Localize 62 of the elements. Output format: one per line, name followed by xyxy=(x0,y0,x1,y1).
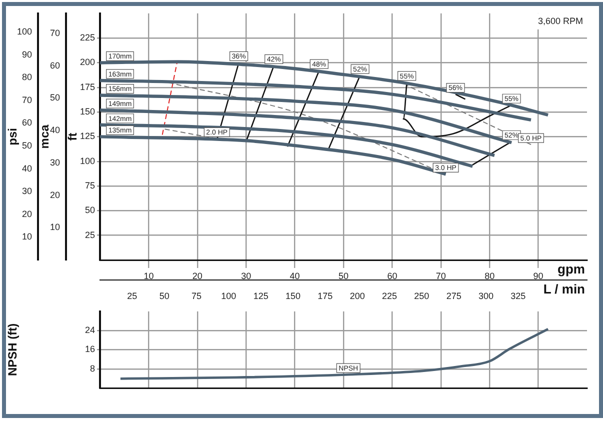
y3-tick-label: 10 xyxy=(50,222,60,232)
y-tick-label: 25 xyxy=(84,230,95,240)
x-tick-label: 60 xyxy=(387,270,398,281)
y-tick-label: 24 xyxy=(84,325,95,336)
x2-tick-label: 100 xyxy=(221,290,236,301)
y-tick-label: 225 xyxy=(80,32,95,43)
y-tick-label: 8 xyxy=(90,363,95,374)
y2-tick-label: 40 xyxy=(22,163,32,174)
x2-tick-label: 250 xyxy=(414,290,430,301)
x2-axis-title: L / min xyxy=(543,282,586,297)
y-tick-label: 175 xyxy=(80,82,95,92)
line-series xyxy=(100,108,496,158)
x-tick-label: 90 xyxy=(533,270,544,281)
y-tick-label: 150 xyxy=(80,106,95,117)
x2-tick-label: 125 xyxy=(253,290,268,301)
x-tick-label: 80 xyxy=(484,270,495,281)
y3-tick-label: 40 xyxy=(50,125,60,136)
x2-tick-label: 225 xyxy=(382,290,398,301)
y-tick-label: 100 xyxy=(80,156,95,166)
x2-tick-label: 150 xyxy=(285,290,301,301)
y2-tick-label: 20 xyxy=(22,208,32,219)
x2-tick-label: 25 xyxy=(127,290,138,301)
line-series xyxy=(100,135,448,176)
y2-tick-label: 10 xyxy=(22,232,32,242)
y-tick-label: 125 xyxy=(80,131,95,142)
x2-tick-label: 75 xyxy=(191,290,202,301)
y3-tick-label: 20 xyxy=(50,190,60,200)
y2-tick-label: 50 xyxy=(22,140,32,151)
y2-tick-label: 60 xyxy=(22,118,32,128)
y-tick-label: 50 xyxy=(84,205,95,216)
x2-tick-label: 275 xyxy=(446,290,462,301)
y-axis-title: ft xyxy=(66,132,80,141)
x2-tick-label: 300 xyxy=(478,290,494,301)
line-series xyxy=(100,60,550,117)
line-series xyxy=(100,78,533,122)
x-axis-title: gpm xyxy=(558,262,585,277)
y3-tick-label: 30 xyxy=(50,157,60,168)
line-series xyxy=(119,328,550,380)
y2-tick-label: 70 xyxy=(22,94,32,105)
x2-tick-label: 325 xyxy=(510,290,526,301)
y2-axis-title: psi xyxy=(6,128,20,146)
y3-tick-label: 50 xyxy=(50,92,60,103)
x-tick-label: 70 xyxy=(436,270,446,281)
y3-tick-label: 70 xyxy=(50,28,60,38)
y3-tick-label: 60 xyxy=(50,60,60,70)
annotation: 3,600 RPM xyxy=(538,16,584,26)
y2-tick-label: 80 xyxy=(22,72,32,82)
y2-tick-label: 100 xyxy=(16,26,32,37)
x-tick-label: 50 xyxy=(338,270,349,281)
x2-tick-label: 50 xyxy=(159,290,170,301)
x2-tick-label: 175 xyxy=(318,290,333,301)
x-tick-label: 20 xyxy=(192,270,202,281)
x-tick-label: 30 xyxy=(241,270,252,281)
x-tick-label: 40 xyxy=(290,270,300,281)
y2-tick-label: 90 xyxy=(22,49,32,60)
y-tick-label: 75 xyxy=(84,180,95,191)
y-axis-title: NPSH (ft) xyxy=(6,323,20,376)
y-tick-label: 200 xyxy=(80,57,95,68)
y-tick-label: 16 xyxy=(84,344,95,354)
x2-tick-label: 200 xyxy=(350,290,365,301)
y2-tick-label: 30 xyxy=(22,186,32,196)
x-tick-label: 10 xyxy=(144,270,154,281)
